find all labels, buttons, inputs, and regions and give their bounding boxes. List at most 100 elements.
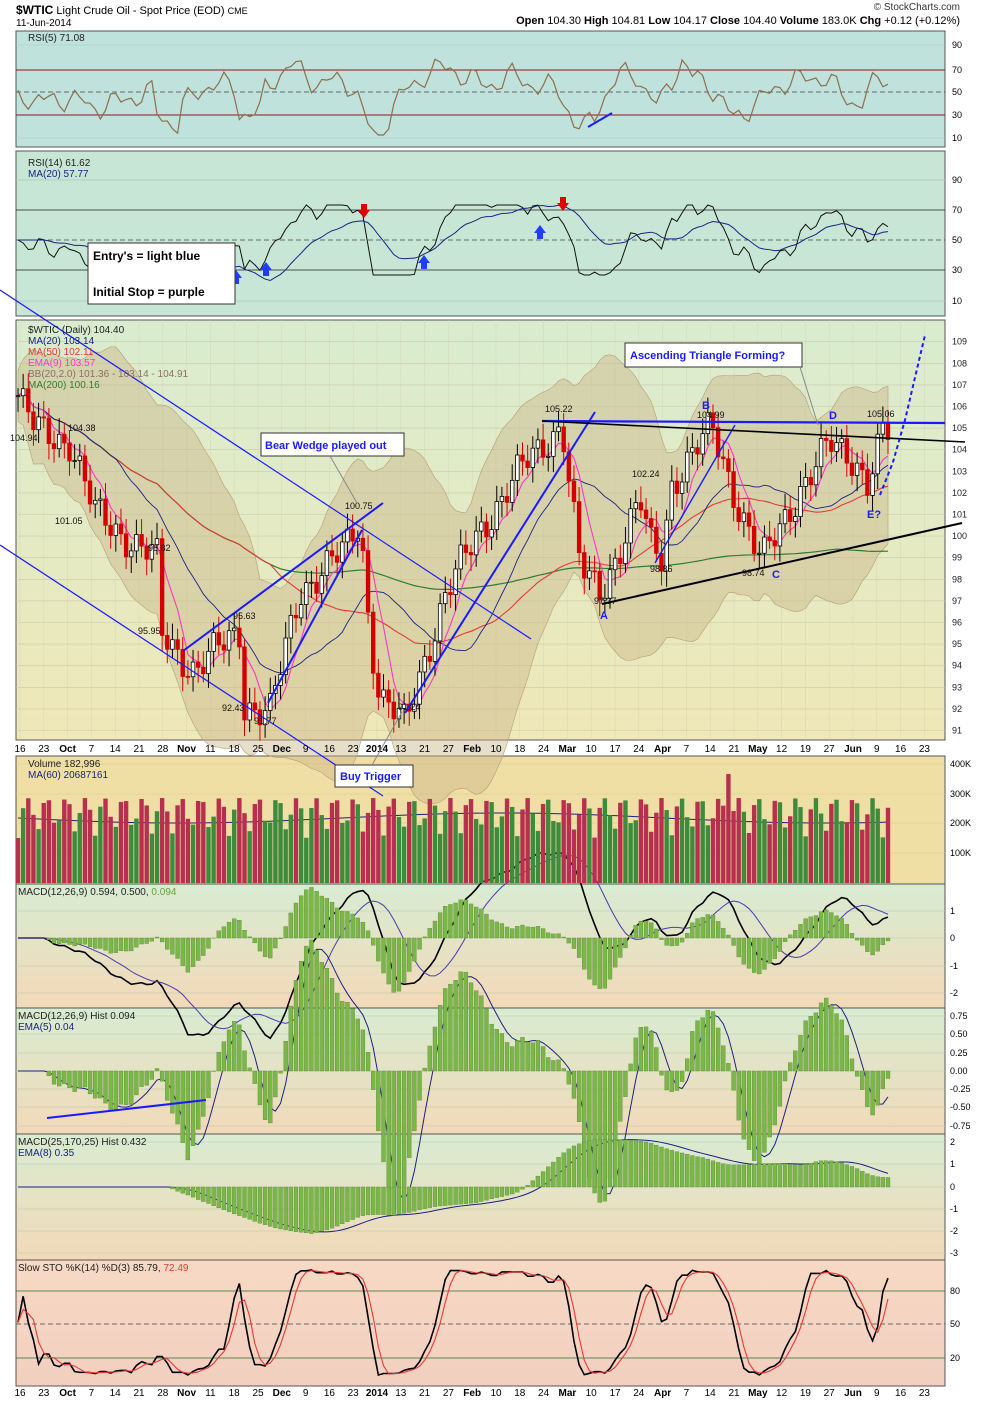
price-label: 102.24 xyxy=(632,469,660,479)
macd-long-bar xyxy=(350,1186,355,1220)
price-legend: $WTIC (Daily) 104.40 xyxy=(28,325,125,336)
macd-hist2-bar xyxy=(762,1070,767,1153)
macd-hist-bar xyxy=(57,937,62,944)
macd-hist2-bar xyxy=(185,1070,191,1161)
macd-hist-bar xyxy=(268,937,273,959)
macd-hist2-bar xyxy=(407,1070,412,1158)
macd-hist-bar xyxy=(618,937,623,958)
macd-long-bar xyxy=(309,1186,314,1234)
macd-hist-bar xyxy=(381,937,386,974)
macd-hist-bar xyxy=(355,917,360,939)
macd-hist2-bar xyxy=(335,992,340,1072)
candle-body xyxy=(762,536,767,554)
macd-hist-tick-label: -0.50 xyxy=(950,1102,971,1112)
macd-hist2-bar xyxy=(437,1005,443,1072)
rsi5-panel xyxy=(15,30,946,148)
macd-hist-bar xyxy=(674,937,680,946)
entry-arrow-icon xyxy=(260,262,272,276)
triangle-lower-line xyxy=(601,522,963,605)
volume-bar xyxy=(654,812,659,883)
rsi14-legend: RSI(14) 61.62 xyxy=(28,158,91,169)
x-tick-label: Mar xyxy=(559,744,577,755)
macd-hist2-bar xyxy=(741,1070,747,1140)
volume-bar xyxy=(540,803,546,883)
macd-long-bar xyxy=(829,1160,834,1188)
candle-body xyxy=(180,648,185,677)
macd-hist2-bar xyxy=(664,1070,669,1091)
volume-bar xyxy=(41,802,46,883)
x-tick-label: 10 xyxy=(490,744,502,755)
macd-hist2-bar xyxy=(443,988,448,1072)
macd-long-bar xyxy=(520,1186,525,1190)
volume-bar xyxy=(566,803,572,883)
macd-hist-bar xyxy=(407,937,412,972)
volume-bar xyxy=(15,838,21,883)
x-tick-label-bottom: Feb xyxy=(463,1388,481,1399)
macd-hist2-bar xyxy=(154,1068,160,1072)
x-tick-label: 9 xyxy=(874,744,880,755)
candle-body xyxy=(170,639,175,650)
macd-hist-bar xyxy=(726,934,731,939)
volume-bar xyxy=(437,833,443,883)
price-label: 100.75 xyxy=(345,501,373,511)
macd-long-bar xyxy=(710,1160,716,1188)
macd-hist-bar xyxy=(371,937,376,946)
macd-hist-bar xyxy=(808,916,813,939)
macd-hist-bar xyxy=(695,918,700,939)
candle-body xyxy=(885,422,891,440)
candle-body xyxy=(473,530,479,556)
macd-long-bar xyxy=(484,1186,489,1201)
macd-long-bar xyxy=(298,1186,304,1233)
macd-long-bar xyxy=(422,1186,427,1209)
macd-hist-bar xyxy=(818,911,824,939)
macd-long-bar xyxy=(695,1156,700,1188)
macd-hist-bar xyxy=(453,902,458,939)
x-tick-label: 25 xyxy=(252,744,264,755)
price-tick-label: 94 xyxy=(952,661,962,671)
macd-long-bar xyxy=(638,1141,644,1188)
candle-body xyxy=(865,469,870,496)
candle-body xyxy=(427,655,433,662)
volume-bar xyxy=(268,822,273,883)
macd-hist-bar xyxy=(798,924,803,939)
macd-long-bar xyxy=(834,1161,839,1188)
volume-bar xyxy=(715,798,721,883)
candle-body xyxy=(412,703,417,712)
bear-wedge-callout: Bear Wedge played out xyxy=(260,432,405,504)
macd-long-bar xyxy=(674,1151,680,1188)
macd-hist-bar xyxy=(396,937,402,992)
volume-bar xyxy=(520,809,525,883)
rsi5-tick-label: 10 xyxy=(952,133,962,143)
volume-bar xyxy=(504,798,510,883)
macd-hist-bar xyxy=(788,934,793,939)
volume-bar xyxy=(628,823,633,883)
volume-bar xyxy=(443,811,448,883)
macd-hist-bar xyxy=(803,918,808,939)
macd-hist-bar xyxy=(113,937,118,953)
volume-bar xyxy=(860,829,865,883)
ma50-legend: MA(50) 102.11 xyxy=(28,347,94,358)
candle-body xyxy=(288,614,294,639)
volume-bar xyxy=(422,818,427,883)
macd-hist-bar xyxy=(67,937,72,945)
x-tick-label-bottom: 23 xyxy=(348,1388,360,1399)
macd-hist-bar xyxy=(360,921,366,939)
volume-bar xyxy=(782,827,788,883)
macd-hist-bar xyxy=(149,937,154,942)
macd-long-bar xyxy=(649,1143,654,1188)
candle-body xyxy=(813,466,819,486)
macd-hist-bar xyxy=(190,937,196,968)
macd-long-bar xyxy=(654,1144,659,1188)
macd-long-bar xyxy=(458,1186,463,1205)
macd-long-bar xyxy=(474,1186,479,1203)
volume-bar xyxy=(685,817,690,883)
volume-bar xyxy=(129,824,134,883)
price-tick-label: 97 xyxy=(952,596,962,606)
candle-body xyxy=(20,388,26,397)
macd-hist-bar xyxy=(417,937,422,950)
macd-hist-bar xyxy=(309,887,314,939)
volume-bar xyxy=(206,827,211,883)
candle-body xyxy=(582,552,587,579)
x-tick-label-bottom: 24 xyxy=(538,1388,550,1399)
